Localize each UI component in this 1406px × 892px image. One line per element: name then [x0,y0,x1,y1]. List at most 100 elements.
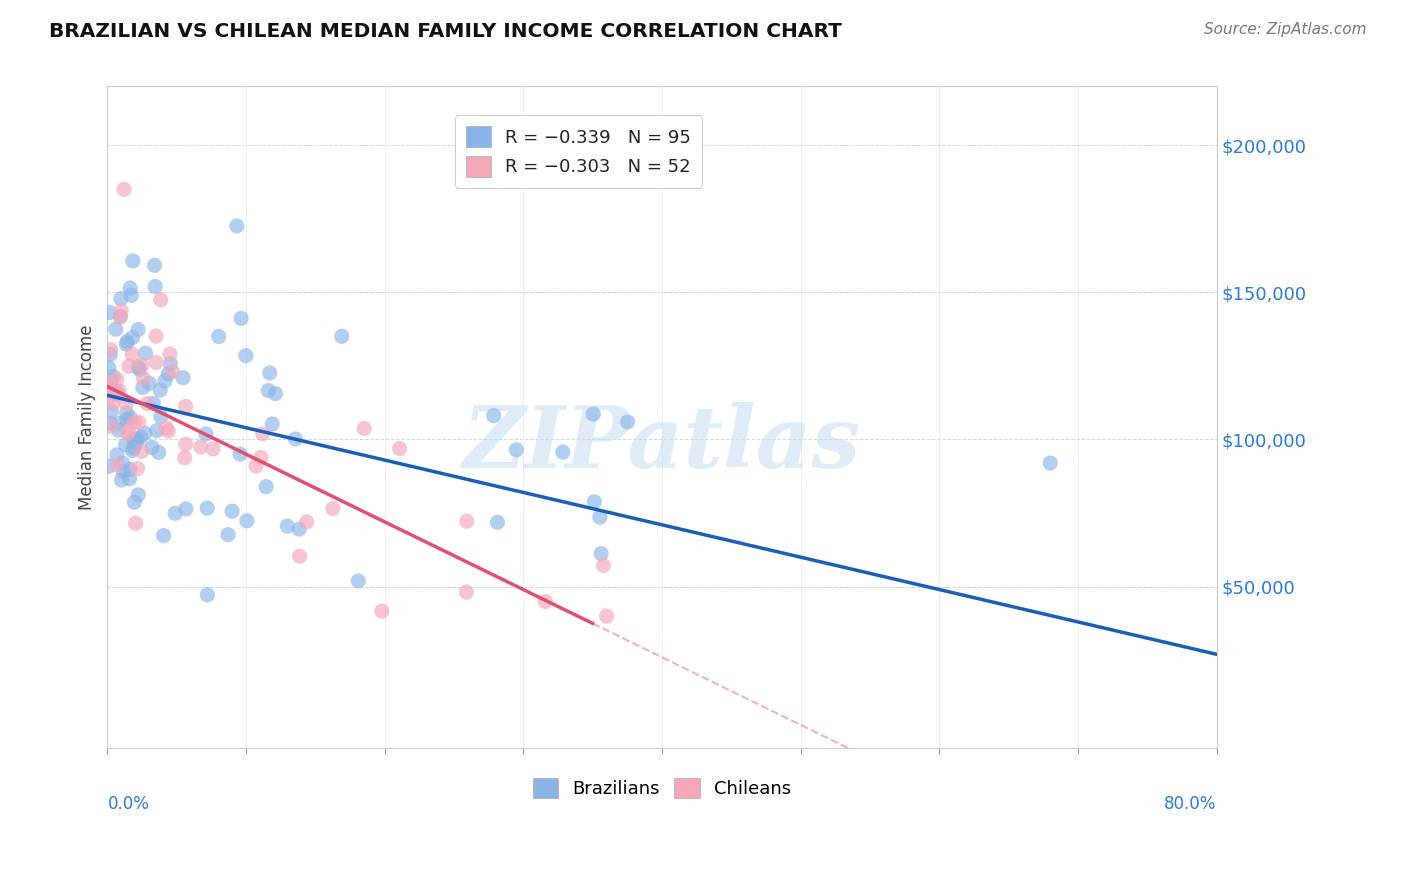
Point [112,182,135,196]
Point [142,396,165,410]
Point [284,432,307,446]
Point [589,510,612,524]
Point [152,528,174,542]
Point [505,442,527,457]
Point [100,343,122,357]
Point [592,558,614,573]
Point [252,426,274,441]
Point [155,421,177,435]
Point [117,426,139,441]
Point [124,434,146,448]
Point [208,329,231,343]
Text: ZIPatlas: ZIPatlas [463,402,860,485]
Point [138,376,160,391]
Point [105,373,128,387]
Point [482,409,505,423]
Point [101,396,124,410]
Point [122,253,145,268]
Point [112,464,135,478]
Point [202,442,225,456]
Point [98,389,121,403]
Point [98,305,121,319]
Point [145,329,167,343]
Point [141,441,163,455]
Point [121,443,143,458]
Point [100,374,122,388]
Point [174,502,197,516]
Point [616,415,638,429]
Point [174,400,197,414]
Point [115,397,138,411]
Point [118,462,141,476]
Point [132,380,155,394]
Point [149,383,172,397]
Point [322,501,344,516]
Point [110,473,132,487]
Point [97,459,120,474]
Text: BRAZILIAN VS CHILEAN MEDIAN FAMILY INCOME CORRELATION CHART: BRAZILIAN VS CHILEAN MEDIAN FAMILY INCOM… [49,22,842,41]
Point [110,303,132,318]
Point [159,347,181,361]
Point [120,411,142,425]
Y-axis label: Median Family Income: Median Family Income [79,325,96,510]
Point [131,358,153,372]
Point [172,370,194,384]
Point [149,409,172,424]
Point [124,516,146,531]
Point [127,488,149,502]
Point [235,349,257,363]
Point [110,310,132,324]
Point [105,386,128,401]
Point [149,293,172,307]
Point [143,279,166,293]
Point [295,515,318,529]
Point [245,458,267,473]
Point [105,448,128,462]
Point [134,426,156,441]
Point [124,415,146,429]
Point [159,357,181,371]
Point [100,417,122,431]
Point [120,281,142,295]
Point [131,444,153,458]
Point [486,516,509,530]
Point [330,329,353,343]
Point [117,424,139,438]
Point [100,375,122,389]
Text: 0.0%: 0.0% [107,795,149,813]
Point [110,292,132,306]
Point [353,421,375,435]
Point [262,417,284,431]
Point [122,441,145,455]
Point [371,604,394,618]
Legend: Brazilians, Chileans: Brazilians, Chileans [526,771,799,805]
Point [225,219,247,233]
Point [551,445,574,459]
Point [229,311,252,326]
Point [132,371,155,385]
Point [157,367,180,381]
Point [456,514,478,528]
Point [107,417,129,431]
Point [118,359,141,374]
Point [288,522,311,536]
Point [107,388,129,402]
Point [583,494,606,508]
Point [127,322,149,336]
Point [264,386,287,401]
Point [591,547,613,561]
Point [146,424,169,438]
Point [254,480,277,494]
Point [276,519,298,533]
Point [107,423,129,437]
Point [288,549,311,564]
Point [100,419,122,434]
Point [115,412,138,426]
Point [115,406,138,420]
Point [190,440,212,454]
Point [229,447,252,461]
Point [128,362,150,376]
Point [100,404,122,418]
Point [249,450,271,465]
Point [194,427,217,442]
